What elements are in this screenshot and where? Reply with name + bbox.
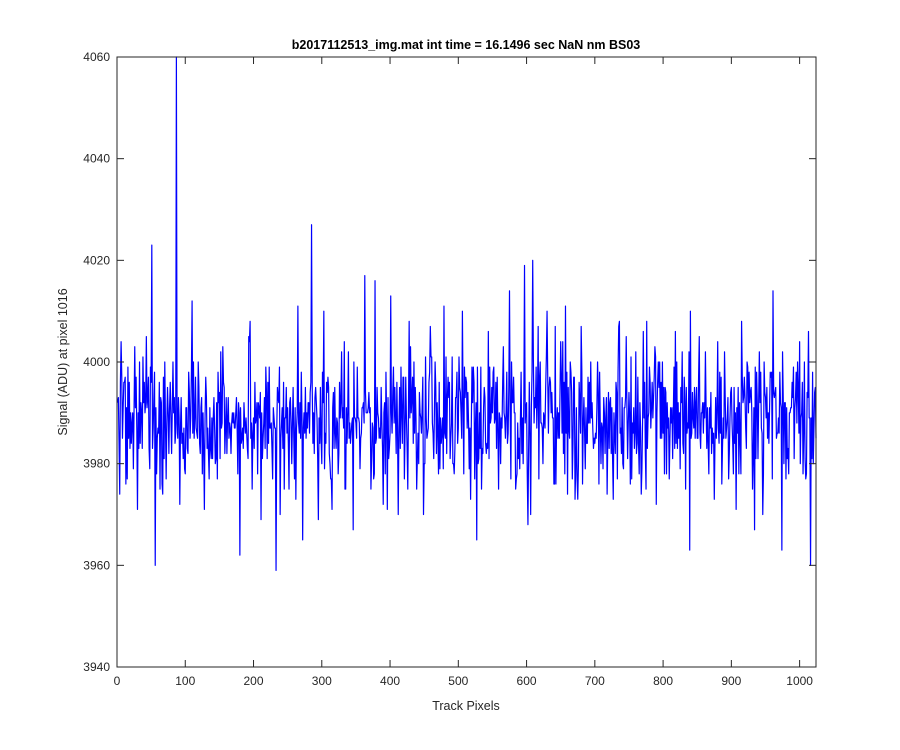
chart-title: b2017112513_img.mat int time = 16.1496 s… [292,38,641,52]
x-tick-label: 700 [585,674,605,688]
y-axis-label: Signal (ADU) at pixel 1016 [56,288,70,435]
x-tick-label: 0 [114,674,121,688]
ticks-layer: 0 100 200 300 400 500 600 700 800 900 1000 3940 3960… [83,50,816,688]
x-axis-label: Track Pixels [432,699,500,713]
x-tick-label: 1000 [786,674,813,688]
y-tick-label: 4020 [83,253,110,267]
x-tick-label: 100 [175,674,195,688]
axes-background [117,57,816,667]
y-tick-label: 3940 [83,660,110,674]
x-tick-label: 200 [244,674,264,688]
x-tick-label: 900 [721,674,741,688]
x-tick-label: 600 [517,674,537,688]
y-tick-label: 4040 [83,152,110,166]
series-line-0 [117,56,817,572]
series-layer [117,56,817,572]
x-tick-label: 800 [653,674,673,688]
x-tick-label: 300 [312,674,332,688]
y-tick-label: 4000 [83,355,110,369]
x-tick-label: 500 [448,674,468,688]
y-tick-label: 3980 [83,457,110,471]
x-tick-label: 400 [380,674,400,688]
y-tick-label: 3960 [83,558,110,572]
y-tick-label: 4060 [83,50,110,64]
